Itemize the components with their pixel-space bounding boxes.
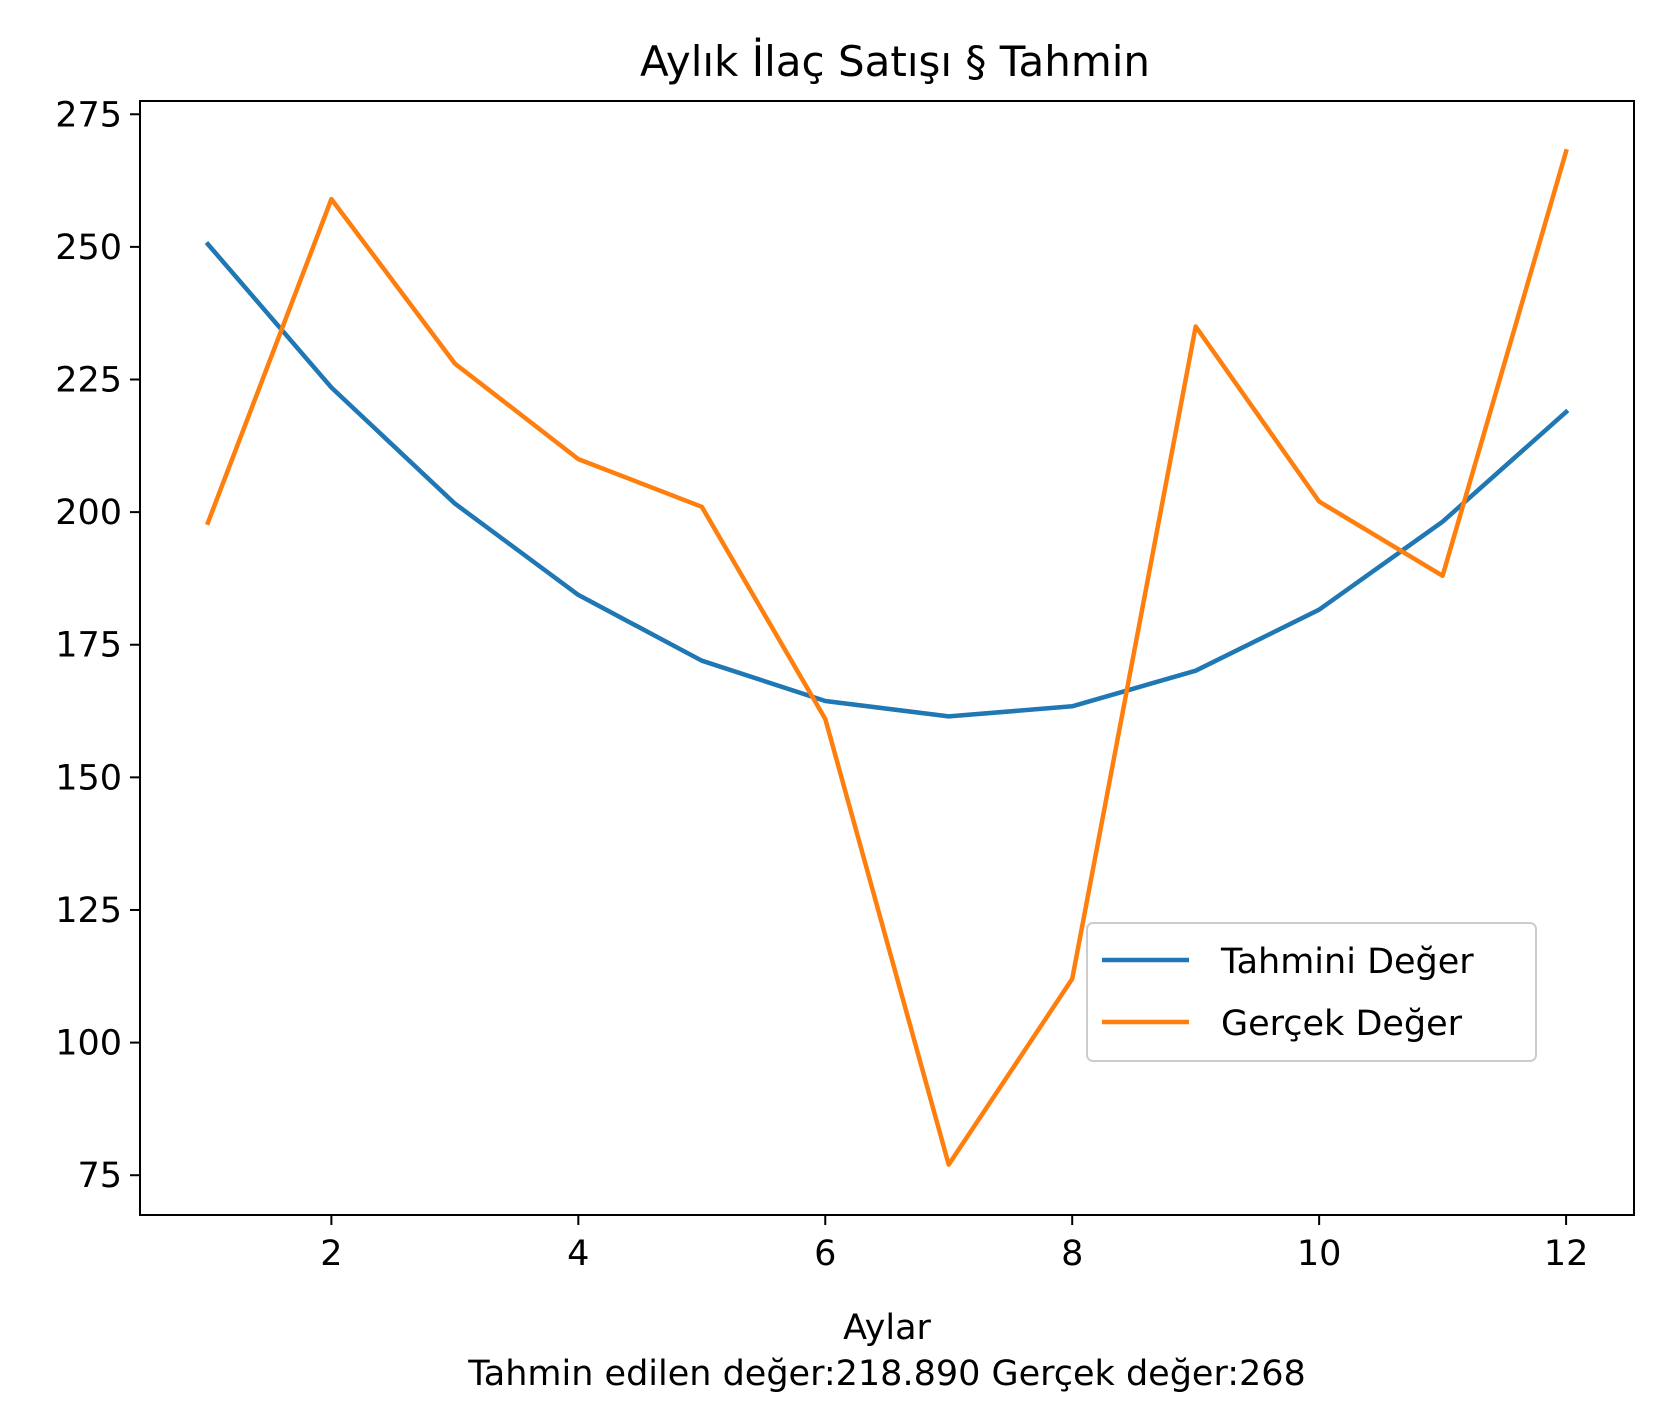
x-axis-sublabel: Tahmin edilen değer:218.890 Gerçek değer… xyxy=(467,1354,1306,1394)
x-tick-label: 10 xyxy=(1297,1234,1342,1274)
x-axis-label: Aylar xyxy=(843,1308,931,1348)
y-tick-label: 150 xyxy=(55,758,122,798)
x-axis-ticks: 2 4 6 8 10 12 xyxy=(320,1215,1588,1274)
y-tick-label: 75 xyxy=(77,1156,122,1196)
legend-label-tahmini: Tahmini Değer xyxy=(1220,942,1474,982)
y-tick-label: 275 xyxy=(55,95,122,135)
plot-frame xyxy=(139,100,1635,1216)
x-tick-label: 12 xyxy=(1544,1234,1589,1274)
series-layer xyxy=(204,148,1570,1167)
legend-label-gercek: Gerçek Değer xyxy=(1221,1004,1463,1044)
x-tick-label: 6 xyxy=(814,1234,836,1274)
y-tick-label: 225 xyxy=(55,361,122,401)
chart-title: Aylık İlaç Satışı § Tahmin xyxy=(640,36,1150,86)
y-tick-label: 100 xyxy=(55,1024,122,1064)
series-line-1 xyxy=(204,148,1569,1167)
y-tick-label: 200 xyxy=(55,493,122,533)
y-tick-label: 175 xyxy=(55,626,122,666)
legend-box xyxy=(1086,922,1537,1062)
x-tick-label: 8 xyxy=(1061,1234,1083,1274)
y-tick-label: 125 xyxy=(55,891,122,931)
y-tick-label: 250 xyxy=(55,228,122,268)
y-axis-ticks: 75 100 125 150 175 200 225 250 275 xyxy=(55,95,140,1196)
series-line-0 xyxy=(204,241,1570,719)
x-tick-label: 4 xyxy=(567,1234,589,1274)
x-tick-label: 2 xyxy=(320,1234,342,1274)
legend: Tahmini Değer Gerçek Değer xyxy=(1086,922,1537,1062)
